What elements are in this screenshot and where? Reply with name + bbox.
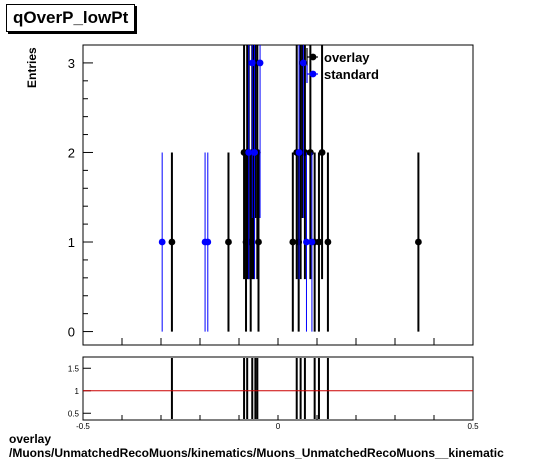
standard-legend-marker [309, 70, 317, 78]
y-tick-label: 3 [68, 56, 75, 71]
main-plot-frame [82, 44, 474, 346]
overlay-point [225, 238, 232, 246]
ratio-plot-frame [82, 356, 474, 421]
ratio-plot-content: 0.5 1 1.5 -0.5 0 0.5 [68, 358, 479, 430]
overlay-point [168, 238, 176, 246]
y-tick-label: 2 [68, 145, 75, 160]
ratio-x-tick-label: 0.5 [467, 422, 479, 430]
overlay-legend-marker [309, 53, 317, 61]
overlay-point [289, 238, 297, 246]
standard-point [295, 149, 303, 156]
chart-title: qOverP_lowPt [6, 4, 136, 32]
standard-point [204, 238, 212, 246]
overlay-point [315, 238, 323, 246]
y-axis-label: Entries [25, 47, 39, 88]
ratio-y-tick-label: 0.5 [68, 409, 80, 418]
standard-point [158, 238, 166, 246]
standard-point [248, 59, 256, 67]
overlay-point [318, 149, 326, 156]
standard-point [308, 238, 316, 246]
footer-line-2: /Muons/UnmatchedRecoMuons/kinematics/Muo… [9, 446, 504, 460]
overlay-legend-label: overlay [324, 50, 370, 65]
ratio-y-tick-label: 1 [75, 387, 80, 396]
standard-legend-label: standard [324, 67, 379, 82]
main-plot-content: 0 1 2 3 [68, 45, 474, 345]
standard-point [299, 59, 307, 67]
y-tick-label: 1 [68, 235, 75, 250]
footer: overlay /Muons/UnmatchedRecoMuons/kinema… [9, 432, 546, 460]
footer-line-1: overlay [9, 432, 52, 446]
chart-area: 0 1 2 3 0.5 1 1.5 -0.5 0 0.5 overlay standard Ent… [25, 44, 479, 430]
legend: overlay standard [306, 48, 379, 83]
overlay-point [415, 238, 422, 246]
y-tick-label: 0 [68, 325, 75, 340]
standard-point [251, 149, 258, 156]
ratio-x-tick-label: -0.5 [76, 422, 90, 430]
standard-point [245, 149, 253, 156]
overlay-point [324, 238, 332, 246]
ratio-x-tick-label: 0 [276, 422, 281, 430]
overlay-point [255, 238, 262, 246]
overlay-point [306, 149, 314, 156]
standard-point [303, 238, 310, 246]
ratio-y-tick-label: 1.5 [68, 364, 80, 373]
standard-point [256, 59, 264, 67]
